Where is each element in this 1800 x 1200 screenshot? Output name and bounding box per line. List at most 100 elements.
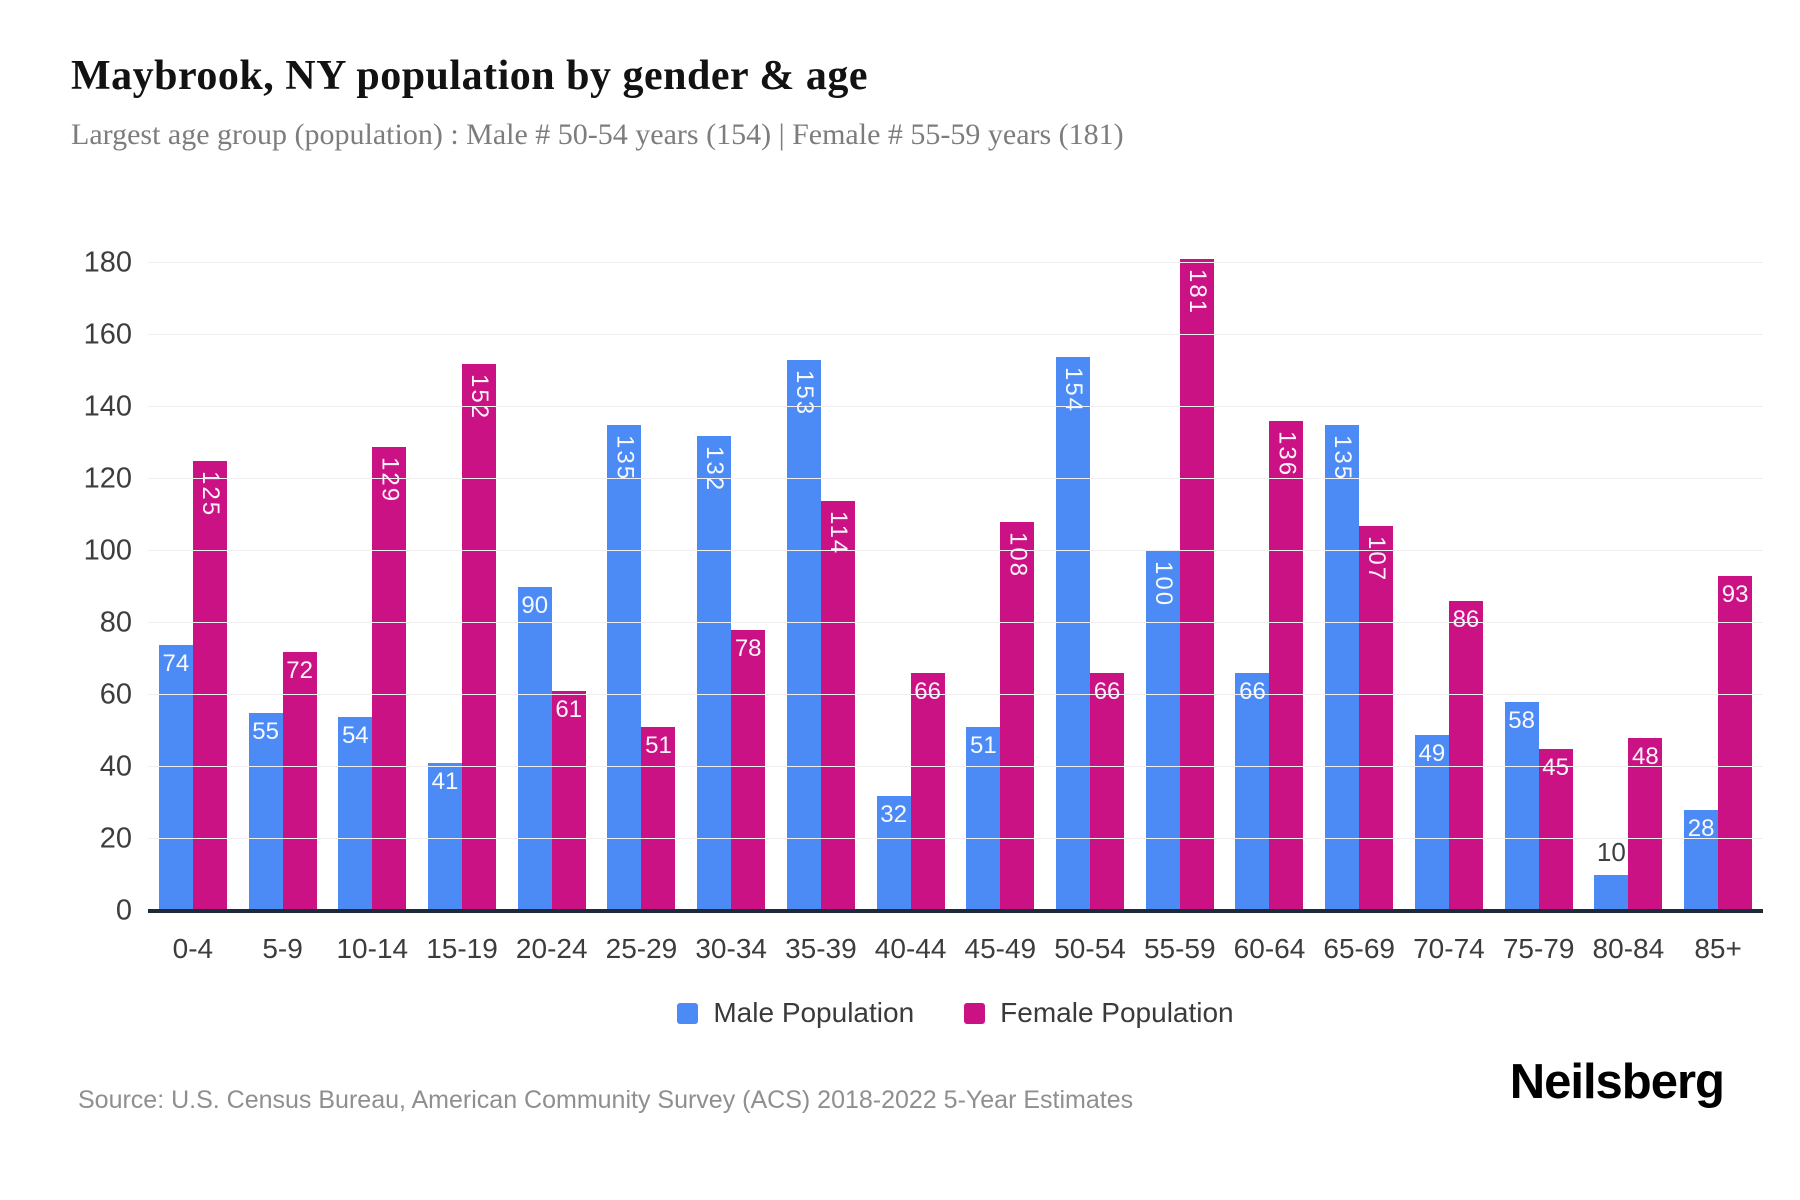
bar-male: 135 bbox=[607, 425, 642, 911]
bar-female: 61 bbox=[551, 691, 586, 911]
bar-value-label: 154 bbox=[1060, 366, 1088, 413]
bar-group: 66 136 60-64 bbox=[1225, 263, 1315, 964]
bar-female: 125 bbox=[192, 461, 227, 911]
bar-female: 108 bbox=[1000, 522, 1035, 911]
bar-male: 153 bbox=[786, 360, 821, 911]
bar-value-label: 72 bbox=[286, 656, 313, 684]
y-axis-tick-label: 80 bbox=[99, 606, 132, 639]
bar-male: 132 bbox=[697, 435, 732, 911]
y-axis-tick-label: 140 bbox=[83, 390, 132, 423]
bar-female: 129 bbox=[372, 446, 407, 911]
gridline bbox=[148, 406, 1763, 407]
y-axis-tick-label: 180 bbox=[83, 246, 132, 279]
bar-female: 66 bbox=[1090, 673, 1125, 911]
bar-group: 54 129 10-14 bbox=[327, 263, 417, 964]
bar-group: 10 48 80-84 bbox=[1584, 263, 1674, 964]
bar-value-label: 107 bbox=[1363, 535, 1391, 582]
bar-value-label: 132 bbox=[701, 445, 729, 492]
x-axis-label: 55-59 bbox=[1143, 933, 1216, 964]
bar-male: 54 bbox=[338, 716, 373, 911]
bar-value-label: 66 bbox=[1239, 678, 1266, 706]
y-axis-tick-label: 160 bbox=[83, 318, 132, 351]
x-axis-label: 80-84 bbox=[1592, 933, 1665, 964]
x-axis-label: 75-79 bbox=[1502, 933, 1575, 964]
x-axis-label: 20-24 bbox=[515, 933, 588, 964]
bar-female: 86 bbox=[1448, 601, 1483, 911]
bar-group: 90 61 20-24 bbox=[507, 263, 597, 964]
x-axis-label: 85+ bbox=[1694, 933, 1742, 964]
legend-item-male[interactable]: Male Population bbox=[677, 997, 914, 1029]
y-axis-tick-label: 100 bbox=[83, 534, 132, 567]
bar-value-label: 78 bbox=[734, 635, 762, 663]
y-axis-tick-label: 20 bbox=[99, 822, 132, 855]
bar-female: 72 bbox=[282, 651, 317, 911]
bar-value-label: 152 bbox=[466, 373, 494, 420]
bar-male: 28 bbox=[1684, 810, 1719, 911]
bar-value-label: 108 bbox=[1004, 532, 1032, 579]
bar-value-label: 74 bbox=[162, 649, 190, 677]
bar-female: 136 bbox=[1269, 421, 1304, 911]
bar-female: 93 bbox=[1718, 576, 1753, 911]
x-axis-label: 50-54 bbox=[1054, 933, 1126, 964]
y-axis-tick-label: 40 bbox=[99, 750, 132, 783]
y-axis-tick-label: 0 bbox=[115, 894, 132, 927]
x-axis-label: 60-64 bbox=[1233, 933, 1306, 964]
bar-male: 100 bbox=[1145, 551, 1180, 911]
female-series-swatch bbox=[964, 1002, 986, 1024]
male-series-swatch bbox=[677, 1002, 699, 1024]
x-axis-label: 40-44 bbox=[874, 933, 947, 964]
bar-group: 28 93 85+ bbox=[1673, 263, 1763, 964]
x-axis-label: 30-34 bbox=[695, 933, 767, 964]
bar-value-label: 28 bbox=[1687, 815, 1715, 843]
bar-group: 100 181 55-59 bbox=[1135, 259, 1225, 964]
bar-value-label: 114 bbox=[824, 510, 852, 555]
gridline bbox=[148, 334, 1763, 335]
bar-group: 55 72 5-9 bbox=[238, 263, 328, 964]
bar-male: 66 bbox=[1235, 673, 1270, 911]
bar-group: 32 66 40-44 bbox=[866, 263, 956, 964]
gridline bbox=[148, 694, 1763, 695]
bar-value-label: 41 bbox=[431, 768, 459, 796]
bar-value-label: 93 bbox=[1721, 581, 1749, 609]
bar-value-label: 51 bbox=[645, 732, 672, 760]
y-axis-tick-label: 60 bbox=[99, 678, 132, 711]
bar-male: 49 bbox=[1414, 734, 1449, 911]
bar-male: 135 bbox=[1325, 425, 1360, 911]
bar-male: 51 bbox=[966, 727, 1001, 911]
bar-value-label: 61 bbox=[555, 696, 583, 724]
bar-female: 152 bbox=[462, 363, 497, 911]
bar-value-label: 100 bbox=[1149, 561, 1177, 608]
female-legend-label: Female Population bbox=[1000, 997, 1234, 1028]
bar-value-label: 48 bbox=[1632, 743, 1659, 771]
bar-value-label: 86 bbox=[1452, 606, 1480, 634]
source-text: Source: U.S. Census Bureau, American Com… bbox=[78, 1086, 1134, 1114]
bar-value-label: 58 bbox=[1508, 707, 1535, 735]
legend-item-female[interactable]: Female Population bbox=[964, 997, 1234, 1029]
bar-male: 32 bbox=[876, 795, 911, 911]
bar-female: 48 bbox=[1628, 738, 1663, 911]
bar-male: 154 bbox=[1056, 356, 1091, 911]
bar-value-label: 49 bbox=[1418, 739, 1446, 767]
bar-female: 107 bbox=[1359, 525, 1394, 911]
bar-value-label: 32 bbox=[880, 800, 907, 828]
bar-group: 153 114 35-39 bbox=[776, 263, 866, 964]
bar-group: 49 86 70-74 bbox=[1404, 263, 1494, 964]
bar-value-label: 45 bbox=[1542, 754, 1569, 781]
bar-female: 181 bbox=[1179, 259, 1214, 911]
x-axis-label: 5-9 bbox=[262, 933, 303, 964]
bar-group: 58 45 75-79 bbox=[1494, 263, 1584, 964]
gridline bbox=[148, 478, 1763, 479]
chart-subtitle: Largest age group (population) : Male # … bbox=[71, 118, 1124, 151]
bar-value-label: 129 bbox=[376, 456, 404, 503]
bar-male: 58 bbox=[1504, 702, 1539, 911]
bar-value-label: 54 bbox=[341, 721, 369, 749]
x-axis-line bbox=[148, 909, 1763, 913]
gridline bbox=[148, 838, 1763, 839]
bar-groups: 74 125 0-4 55 72 5-9 54 129 10-14 41 152 15-19 90 61 2… bbox=[148, 259, 1763, 964]
bar-value-label: 55 bbox=[252, 718, 279, 745]
bar-value-label: 153 bbox=[790, 370, 818, 417]
x-axis-label: 10-14 bbox=[336, 933, 409, 964]
bar-group: 132 78 30-34 bbox=[686, 263, 776, 964]
gridline bbox=[148, 766, 1763, 767]
